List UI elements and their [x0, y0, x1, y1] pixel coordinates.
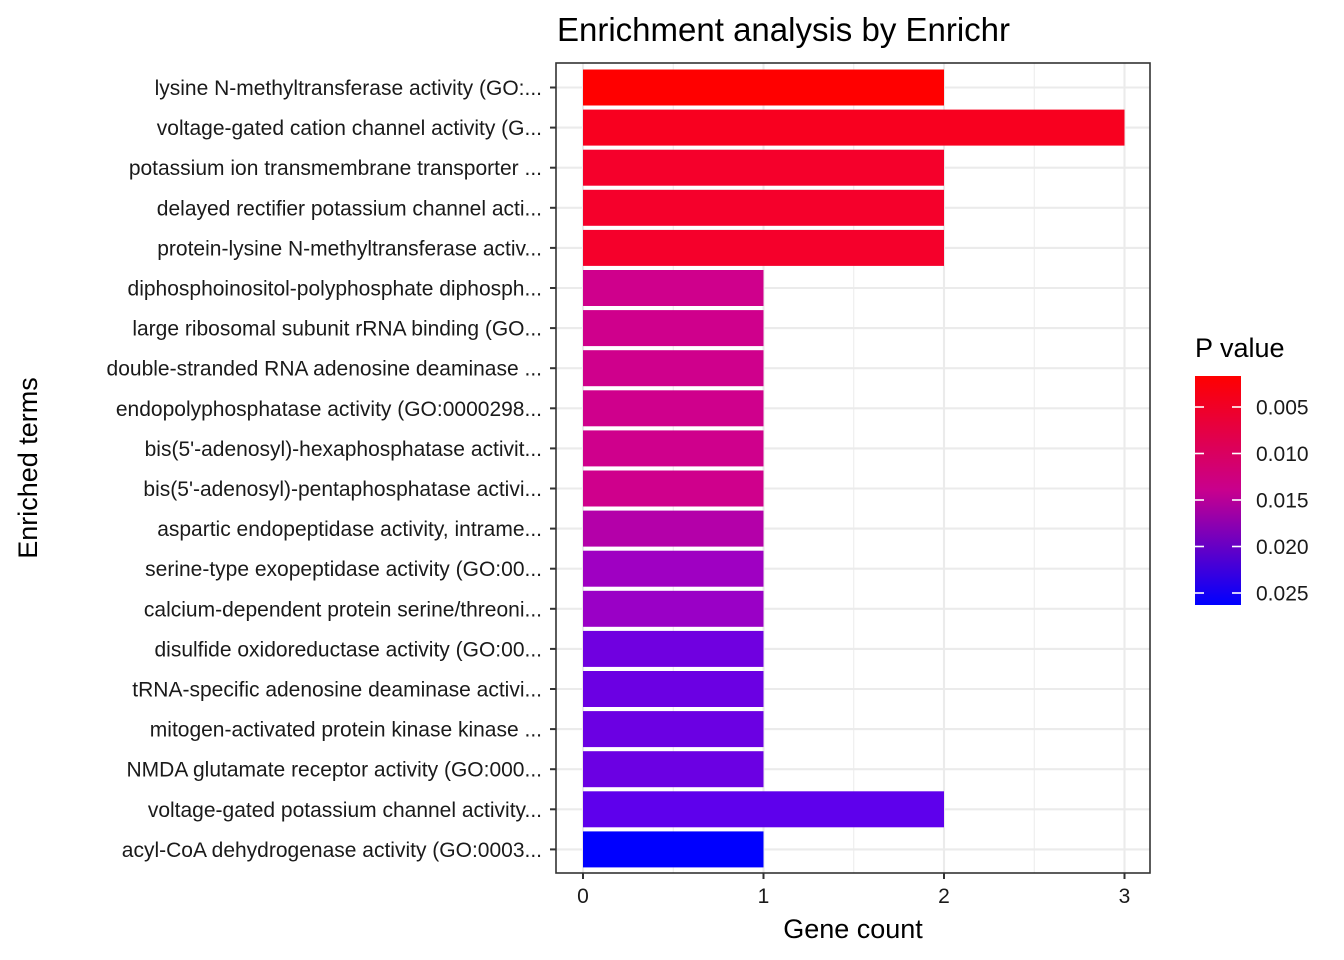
y-tick-label: bis(5'-adenosyl)-pentaphosphatase activi… — [143, 478, 542, 501]
y-tick-label: voltage-gated potassium channel activity… — [148, 799, 542, 822]
bar — [583, 791, 944, 828]
y-tick-label: tRNA-specific adenosine deaminase activi… — [132, 679, 542, 702]
bar — [583, 470, 764, 507]
legend-label: 0.010 — [1256, 443, 1309, 466]
y-tick-label: calcium-dependent protein serine/threoni… — [144, 598, 542, 621]
y-tick-label: serine-type exopeptidase activity (GO:00… — [145, 558, 542, 581]
bar — [583, 430, 764, 467]
bar — [583, 831, 764, 868]
legend-label: 0.020 — [1256, 536, 1309, 559]
legend: P value 0.005 0.010 0.015 0.020 0.025 — [1195, 333, 1309, 606]
bar — [583, 630, 764, 667]
bar — [583, 711, 764, 748]
y-tick-label: disulfide oxidoreductase activity (GO:00… — [154, 638, 542, 661]
x-tick-label: 2 — [938, 885, 950, 908]
y-tick-label: mitogen-activated protein kinase kinase … — [150, 719, 542, 742]
y-tick-label: NMDA glutamate receptor activity (GO:000… — [127, 759, 543, 782]
x-axis-title: Gene count — [783, 914, 923, 944]
bar — [583, 69, 944, 106]
bar — [583, 390, 764, 427]
y-axis-title: Enriched terms — [13, 377, 43, 559]
y-tick-label: large ribosomal subunit rRNA binding (GO… — [132, 318, 542, 341]
bar — [583, 751, 764, 788]
y-tick-label: bis(5'-adenosyl)-hexaphosphatase activit… — [145, 438, 542, 461]
colorbar — [1195, 376, 1241, 605]
y-tick-label: voltage-gated cation channel activity (G… — [157, 117, 542, 140]
bar — [583, 149, 944, 186]
legend-label: 0.015 — [1256, 490, 1309, 513]
y-tick-label: delayed rectifier potassium channel acti… — [157, 197, 542, 220]
bar — [583, 229, 944, 266]
x-tick-label: 0 — [577, 885, 589, 908]
x-tick-label: 3 — [1119, 885, 1131, 908]
bar — [583, 550, 764, 587]
bar — [583, 590, 764, 627]
x-axis: 0 1 2 3 — [577, 873, 1130, 908]
legend-label: 0.025 — [1256, 583, 1309, 606]
x-tick-label: 1 — [758, 885, 770, 908]
bar — [583, 189, 944, 226]
y-tick-label: aspartic endopeptidase activity, intrame… — [157, 518, 542, 541]
bar — [583, 350, 764, 387]
bar — [583, 671, 764, 707]
legend-label: 0.005 — [1256, 397, 1309, 420]
legend-ticks: 0.005 0.010 0.015 0.020 0.025 — [1195, 397, 1309, 606]
y-tick-label: acyl-CoA dehydrogenase activity (GO:0003… — [122, 839, 542, 862]
bar — [583, 510, 764, 547]
y-tick-label: lysine N-methyltransferase activity (GO:… — [155, 77, 542, 100]
bar — [583, 109, 1125, 146]
y-tick-label: potassium ion transmembrane transporter … — [129, 157, 542, 180]
y-tick-label: diphosphoinositol-polyphosphate diphosph… — [128, 278, 542, 301]
panel-border — [555, 62, 1151, 874]
y-axis: lysine N-methyltransferase activity (GO:… — [107, 77, 556, 862]
legend-title: P value — [1195, 333, 1285, 363]
plot-panel — [555, 62, 1151, 874]
y-tick-label: protein-lysine N-methyltransferase activ… — [157, 237, 542, 260]
bar — [583, 270, 764, 306]
bar — [583, 310, 764, 347]
bars — [583, 69, 1125, 868]
chart-title: Enrichment analysis by Enrichr — [557, 11, 1010, 48]
y-tick-label: endopolyphosphatase activity (GO:0000298… — [116, 398, 542, 421]
y-tick-label: double-stranded RNA adenosine deaminase … — [107, 358, 542, 381]
